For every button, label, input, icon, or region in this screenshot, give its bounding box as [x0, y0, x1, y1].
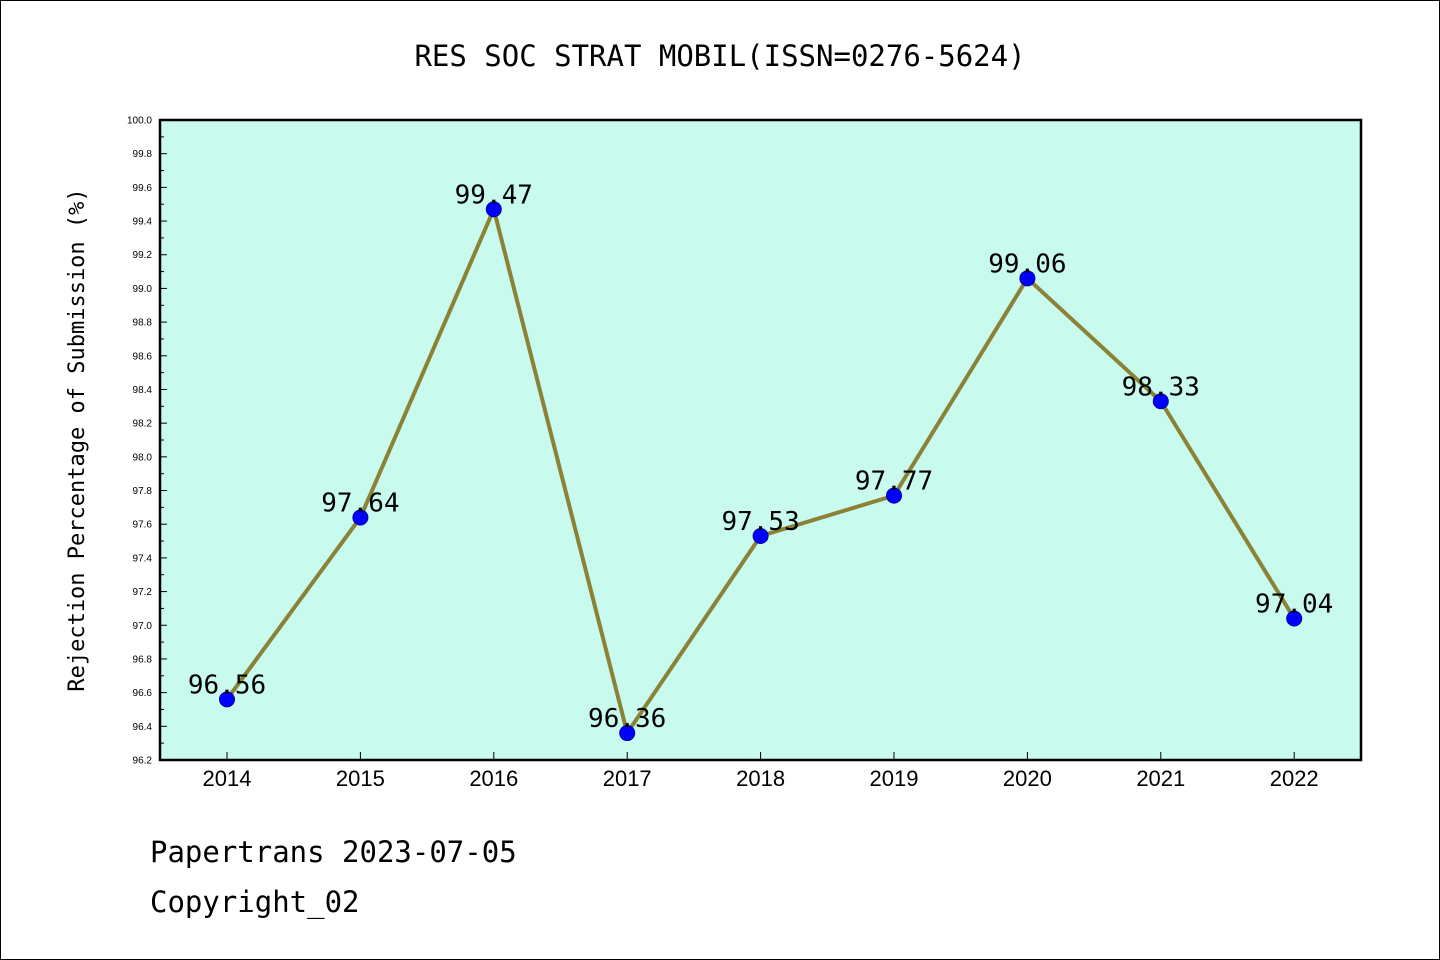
y-tick-label: 99.6 — [133, 183, 153, 194]
footer-copyright: Copyright_02 — [150, 885, 360, 919]
y-tick-label: 96.6 — [133, 688, 153, 699]
y-tick-label: 100.0 — [127, 116, 152, 127]
y-tick-label: 97.2 — [133, 587, 153, 598]
chart-title: RES SOC STRAT MOBIL(ISSN=0276-5624) — [414, 39, 1025, 73]
y-tick-label: 99.4 — [133, 217, 153, 228]
data-point-marker — [619, 725, 636, 742]
y-axis-label: Rejection Percentage of Submission (%) — [65, 188, 90, 691]
y-tick-label: 97.0 — [133, 621, 153, 632]
data-point-marker — [886, 487, 902, 504]
y-tick-label: 97.4 — [133, 553, 153, 564]
x-tick-label: 2020 — [1003, 766, 1052, 791]
data-point-marker — [1286, 610, 1303, 627]
data-label: 99.06 — [988, 249, 1066, 279]
data-label: 96.36 — [588, 704, 666, 734]
data-labels: 96.56 97.64 99.47 96.36 97.53 97.77 99.06 98.33… — [188, 180, 1333, 734]
y-tick-label: 96.8 — [133, 654, 153, 665]
y-tick-label: 99.2 — [133, 250, 153, 261]
x-tick-label: 2017 — [603, 766, 652, 791]
data-label: 97.77 — [855, 467, 933, 497]
y-axis: 96.2 96.4 96.6 96.8 97.0 97.2 97.4 97.6 97.8 98.0… — [127, 116, 167, 767]
data-label: 96.56 — [188, 670, 266, 700]
data-point-marker — [352, 509, 369, 526]
x-tick-label: 2018 — [736, 766, 785, 791]
data-point-marker — [219, 691, 235, 708]
data-point-marker — [752, 528, 769, 544]
y-tick-label: 98.4 — [133, 385, 153, 396]
y-tick-label: 97.8 — [133, 486, 153, 497]
series-layer — [219, 201, 1303, 742]
data-point-marker — [485, 201, 502, 218]
data-point-marker — [1152, 393, 1169, 410]
y-tick-label: 99.8 — [133, 149, 153, 160]
plot-area — [158, 118, 1363, 762]
data-label: 97.64 — [321, 488, 399, 518]
data-label: 97.04 — [1255, 590, 1333, 620]
data-point-marker — [1019, 270, 1036, 287]
x-tick-label: 2022 — [1270, 766, 1319, 791]
y-tick-label: 97.6 — [133, 520, 153, 531]
x-tick-label: 2019 — [870, 766, 919, 791]
x-tick-label: 2015 — [336, 766, 385, 791]
x-tick-label: 2014 — [203, 766, 252, 791]
y-tick-label: 98.2 — [133, 419, 153, 430]
x-tick-label: 2016 — [469, 766, 518, 791]
y-tick-label: 98.0 — [133, 452, 153, 463]
data-label: 99.47 — [455, 180, 533, 210]
y-tick-label: 98.8 — [133, 318, 153, 329]
x-axis: 2014 2015 2016 2017 2018 2019 2020 2021 2022 — [203, 752, 1319, 791]
x-tick-label: 2021 — [1136, 766, 1185, 791]
y-tick-label: 96.4 — [133, 722, 153, 733]
data-label: 97.53 — [721, 507, 799, 537]
y-tick-label: 96.2 — [133, 756, 153, 767]
footer-date: Papertrans 2023-07-05 — [150, 835, 517, 869]
data-label: 98.33 — [1122, 372, 1200, 402]
y-tick-label: 98.6 — [133, 351, 153, 362]
y-tick-label: 99.0 — [133, 284, 153, 295]
